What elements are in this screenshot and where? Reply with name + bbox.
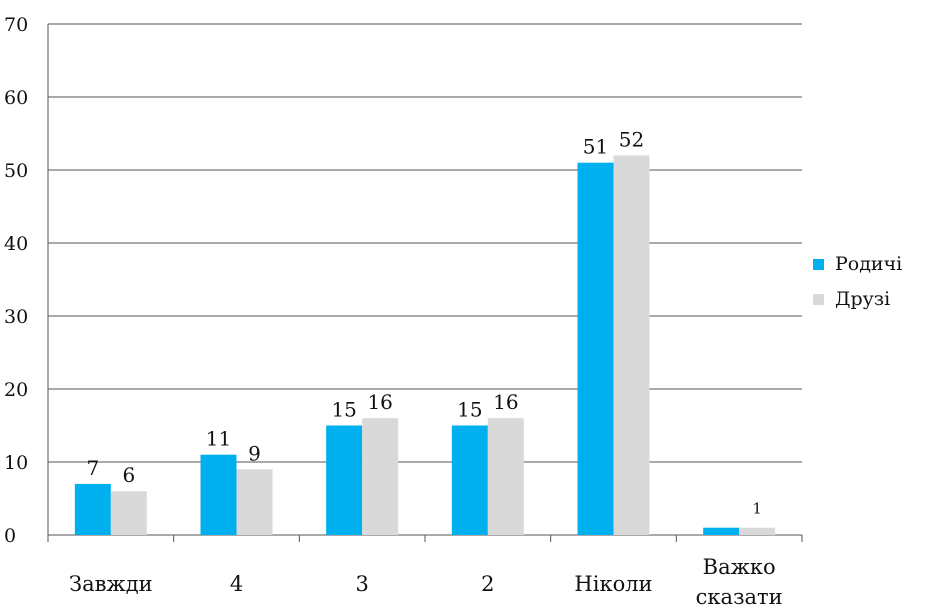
bar-rodychi: [200, 454, 237, 535]
legend-label: Родичі: [835, 253, 902, 275]
data-label: 11: [206, 427, 231, 451]
bar-druzi: [110, 491, 147, 535]
bar-druzi: [236, 469, 273, 535]
bar-rodychi: [74, 483, 111, 535]
bar-druzi: [613, 155, 650, 535]
y-tick-label: 20: [4, 379, 28, 401]
data-label: 52: [619, 127, 644, 151]
legend-label: Друзі: [835, 288, 890, 310]
data-label: 15: [457, 398, 482, 422]
category-label: Завжди: [69, 572, 153, 596]
data-label: 9: [248, 441, 261, 465]
y-tick-label: 10: [4, 452, 28, 474]
category-label: 4: [230, 572, 243, 596]
y-tick-label: 0: [4, 525, 16, 547]
data-label: 16: [493, 390, 518, 414]
category-label: Важко сказати: [696, 555, 783, 609]
category-label: Ніколи: [574, 572, 652, 596]
legend-swatch-rodychi: [813, 259, 824, 270]
data-label: 51: [583, 135, 608, 159]
category-label: 2: [481, 572, 494, 596]
bar-rodychi: [577, 162, 614, 535]
axes: [47, 24, 803, 542]
legend: Родичі Друзі: [813, 253, 902, 310]
category-label: 3: [355, 572, 368, 596]
y-tick-label: 60: [4, 87, 28, 109]
data-label: 16: [367, 390, 392, 414]
y-tick-label: 40: [4, 233, 28, 255]
y-axis-ticks: 0 10 20 30 40 50 60 70: [4, 14, 28, 547]
bar-druzi: [739, 527, 776, 535]
bar-rodychi: [326, 425, 363, 535]
bar-rodychi: [451, 425, 488, 535]
bar-rodychi: [703, 527, 740, 535]
legend-swatch-druzi: [813, 294, 824, 305]
bar-druzi: [487, 418, 524, 535]
bar-druzi: [362, 418, 399, 535]
gridlines: [48, 23, 802, 463]
data-label: 7: [86, 456, 99, 480]
y-tick-label: 50: [4, 160, 28, 182]
bars: [74, 155, 776, 535]
y-tick-label: 70: [4, 14, 28, 36]
data-label: 15: [331, 398, 356, 422]
category-labels: Завжди 4 3 2 Ніколи Важко сказати: [69, 555, 783, 609]
data-label: 6: [122, 463, 135, 487]
data-labels: 7 6 11 9 15 16 15 16 51 52 1: [86, 127, 761, 517]
data-label: 1: [752, 500, 762, 518]
y-tick-label: 30: [4, 306, 28, 328]
